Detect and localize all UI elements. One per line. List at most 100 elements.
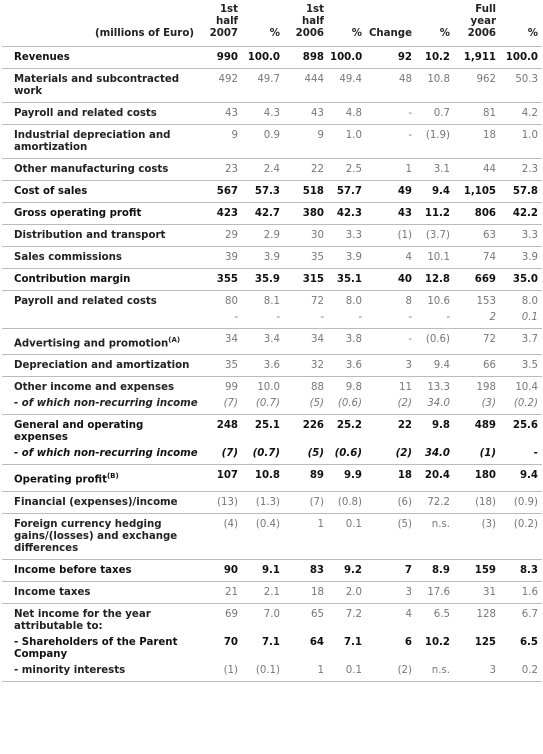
- value-cell: 0.2: [500, 662, 542, 682]
- value-cell: 248: [202, 414, 242, 447]
- value-cell: (7): [221, 448, 238, 460]
- value-cell: (0.6): [337, 398, 362, 410]
- value-cell: 20.4: [416, 464, 454, 492]
- value-cell: 11: [366, 376, 416, 397]
- footnote-mark: (B): [106, 472, 119, 481]
- value-cell: 9.8: [416, 414, 454, 447]
- value-cell: -: [366, 124, 416, 159]
- value-cell: 2: [489, 312, 496, 323]
- value-cell: 70: [223, 636, 238, 648]
- column-header: %: [527, 28, 538, 39]
- table-row: Materials and subcontracted work 492 49.7 4…: [2, 68, 542, 103]
- row-group: Sales commissions 39 3.9 35 3.9 4 10.1 74 3.9: [2, 246, 542, 269]
- row-label: Income before taxes: [2, 558, 202, 582]
- row-label: Materials and subcontracted work: [2, 68, 202, 103]
- column-header: %: [351, 28, 362, 39]
- value-cell: 66: [454, 354, 500, 377]
- value-cell: 34.0: [424, 448, 450, 460]
- value-cell: 898: [284, 46, 328, 69]
- value-cell: 9.2: [328, 558, 366, 582]
- value-cell: 89: [284, 464, 328, 492]
- value-cell: 6.5: [416, 602, 454, 635]
- value-cell: 64: [309, 636, 324, 648]
- value-cell: 180: [454, 464, 500, 492]
- value-cell: 3.9: [328, 246, 366, 269]
- value-cell: 3: [366, 354, 416, 377]
- value-cell: 50.3: [500, 68, 542, 103]
- table-row: Advertising and promotion(A) 34 3.4 34 3.8-(…: [2, 327, 542, 355]
- value-cell: 3.3: [500, 224, 542, 247]
- value-cell: 29: [202, 224, 242, 247]
- value-cell: 83: [284, 558, 328, 582]
- value-cell: -: [533, 448, 538, 460]
- value-cell: (0.6): [416, 327, 454, 355]
- row-label: Payroll and related costs: [2, 102, 202, 125]
- value-cell: 44: [454, 158, 500, 181]
- value-cell: (0.8): [328, 490, 366, 514]
- value-cell: 1.0: [500, 124, 542, 159]
- label-text: Advertising and promotion: [14, 338, 169, 350]
- label-text: Other manufacturing costs: [14, 164, 169, 175]
- value-cell: 92: [366, 46, 416, 69]
- row-group: Income before taxes 90 9.1 83 9.2 7 8.9 159 8.3: [2, 558, 542, 582]
- row-group: Payroll and related costs 80 8.1 72 8.0 8 10.6…: [2, 290, 542, 329]
- value-cell: 4.2: [500, 102, 542, 125]
- value-cell: 90: [202, 558, 242, 582]
- value-cell: 153: [454, 290, 500, 310]
- value-cell: 7.0: [242, 602, 284, 635]
- label-text: Financial (expenses)/income: [14, 496, 178, 508]
- label-text: Contribution margin: [14, 274, 131, 285]
- value-cell: 22: [284, 158, 328, 181]
- value-cell: 18: [454, 124, 500, 159]
- value-cell: 9.8: [328, 376, 366, 397]
- row-group: Cost of sales 567 57.3 518 57.7 49 9.4 1,105 57.…: [2, 180, 542, 203]
- label-text: - Shareholders of the Parent Company: [14, 636, 178, 660]
- table-row: Net income for the year attributable to:…: [2, 602, 542, 635]
- row-group: Operating profit(B) 107 10.8 89 9.9 18 20.4 180…: [2, 464, 542, 492]
- value-cell: (3): [454, 512, 500, 560]
- value-cell: 80: [202, 290, 242, 310]
- value-cell: 10.6: [416, 290, 454, 310]
- value-cell: 10.1: [416, 246, 454, 269]
- value-cell: 0.7: [416, 102, 454, 125]
- value-cell: (5): [309, 398, 324, 410]
- row-label: [2, 310, 202, 329]
- value-cell: 35: [284, 246, 328, 269]
- row-group: Financial (expenses)/income (13) (1.3) (7)(…: [2, 490, 542, 514]
- table-row: Foreign currency hedging gains/(losses) …: [2, 512, 542, 560]
- table-row: - of which non-recurring income (7) (0.7) (…: [2, 396, 542, 415]
- value-cell: n.s.: [416, 512, 454, 560]
- row-group: Contribution margin 355 35.9 315 35.1 40 12.8 6…: [2, 268, 542, 291]
- value-cell: 3.5: [500, 354, 542, 377]
- value-cell: 3: [366, 580, 416, 604]
- table-row: Gross operating profit 423 42.7 380 42.3 43 11…: [2, 202, 542, 225]
- table-row: Payroll and related costs 80 8.1 72 8.0 8 10.6…: [2, 290, 542, 310]
- row-label: Net income for the year attributable to:: [2, 602, 202, 635]
- row-group: Other income and expenses 99 10.0 88 9.8 11 13…: [2, 376, 542, 415]
- footnote-mark: (A): [168, 336, 181, 344]
- row-label: Gross operating profit: [2, 202, 202, 225]
- value-cell: -: [366, 102, 416, 125]
- value-cell: 10.8: [416, 68, 454, 103]
- value-cell: 72: [284, 290, 328, 310]
- value-cell: (6): [366, 490, 416, 514]
- value-cell: 2.0: [328, 580, 366, 604]
- value-cell: 380: [284, 202, 328, 225]
- row-label: Other income and expenses: [2, 376, 202, 397]
- row-label: Income taxes: [2, 580, 202, 604]
- value-cell: 1,911: [454, 46, 500, 69]
- value-cell: 0.9: [242, 124, 284, 159]
- label-text: Income before taxes: [14, 564, 132, 576]
- value-cell: 69: [202, 602, 242, 635]
- label-text: Income taxes: [14, 586, 91, 598]
- value-cell: 34: [202, 327, 242, 355]
- value-cell: 8.0: [328, 290, 366, 310]
- table-row: Income before taxes 90 9.1 83 9.2 7 8.9 159 8.3: [2, 558, 542, 582]
- header-row: (millions of Euro) 1st half 2007% 1st half…: [2, 0, 542, 47]
- row-label: Financial (expenses)/income: [2, 490, 202, 514]
- table-row: Payroll and related costs 43 4.3 43 4.8-0.7 8…: [2, 102, 542, 125]
- value-cell: 25.2: [328, 414, 366, 447]
- value-cell: 40: [366, 268, 416, 291]
- value-cell: 21: [202, 580, 242, 604]
- value-cell: 226: [284, 414, 328, 447]
